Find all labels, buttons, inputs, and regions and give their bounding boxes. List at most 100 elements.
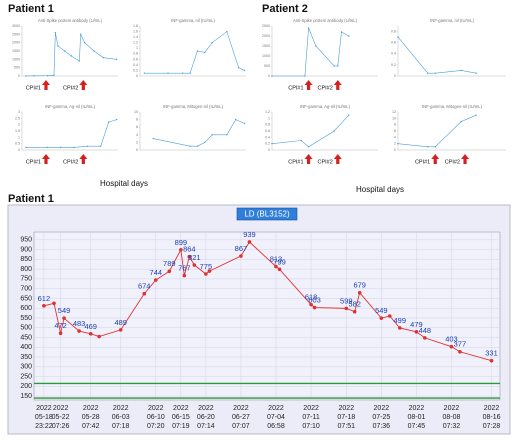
y-tick-label: 600 [20, 305, 32, 312]
data-point [86, 145, 89, 147]
y-tick-label: 0 [268, 74, 270, 78]
x-tick-label: 2022 07-18 07:51 [337, 405, 355, 430]
data-label: 679 [353, 281, 366, 290]
data-point [237, 66, 240, 69]
data-point [348, 114, 350, 116]
data-point [143, 72, 146, 74]
data-point [423, 336, 427, 340]
cpi-label: CPI#2 [445, 159, 460, 165]
data-line [397, 36, 477, 74]
data-line [153, 119, 245, 147]
data-label: 448 [419, 326, 432, 335]
data-point [152, 137, 154, 140]
data-point [211, 134, 213, 136]
y-tick-label: 0.8 [133, 52, 138, 56]
y-tick-label: 0.8 [265, 123, 270, 127]
y-tick-label: 0 [136, 148, 138, 152]
title-box [236, 207, 298, 221]
data-point [234, 118, 237, 121]
chart-title: LD (BL3152) [244, 210, 290, 219]
data-point [333, 130, 335, 132]
y-tick-label: 300 [20, 364, 32, 371]
y-tick-label: 2500 [12, 32, 20, 36]
data-point [277, 267, 282, 272]
x-tick-label: 2022 07-04 06:58 [267, 405, 285, 430]
chart-title: Anti-Spike protein antibody (U/mL) [38, 18, 103, 23]
data-point [449, 344, 454, 349]
y-tick-label: 350 [20, 354, 32, 361]
data-point [196, 145, 199, 147]
data-label: 483 [73, 319, 86, 328]
data-label: 864 [183, 245, 196, 254]
y-tick-label: 2 [136, 140, 138, 144]
data-point [179, 247, 183, 252]
cpi-arrow [431, 154, 440, 164]
data-label: 612 [38, 294, 51, 303]
data-point [62, 316, 66, 320]
y-tick-label: 1500 [12, 49, 20, 53]
data-label: 674 [138, 282, 151, 291]
y-tick-label: 1 [268, 116, 270, 120]
data-point [99, 145, 102, 147]
x-tick-label: 2022 06-27 07:07 [232, 405, 250, 430]
y-tick-label: 6 [394, 129, 396, 133]
y-tick-label: 3 [18, 110, 20, 114]
data-line [271, 114, 349, 148]
data-label: 331 [485, 349, 498, 358]
data-label: 469 [84, 322, 97, 331]
data-point [46, 74, 49, 77]
y-tick-label: 0.2 [133, 68, 138, 72]
data-point [204, 272, 208, 276]
data-point [340, 31, 343, 33]
data-label: 899 [175, 238, 188, 247]
y-tick-label: 0.2 [391, 63, 396, 67]
data-point [475, 72, 477, 74]
y-tick-label: 4 [394, 135, 396, 139]
data-line [272, 27, 349, 77]
data-point [97, 334, 101, 339]
panel-heading: Patient 1 [8, 3, 54, 15]
data-point [189, 72, 191, 74]
y-tick-label: 0 [18, 148, 20, 152]
cpi-arrow [304, 80, 313, 90]
data-line [397, 114, 477, 148]
y-tick-label: 200 [20, 383, 32, 390]
cpi-label: CPI#1 [26, 85, 41, 91]
data-point [333, 65, 335, 67]
data-point [204, 51, 206, 54]
y-tick-label: 1.4 [133, 35, 138, 39]
chart-title: INF-gamma, Mitogen-nil (IU/mL) [163, 104, 224, 109]
data-point [73, 146, 75, 149]
data-point [239, 254, 243, 258]
data-point [271, 75, 273, 77]
data-point [271, 142, 273, 145]
data-point [337, 65, 339, 67]
y-tick-label: 900 [20, 246, 32, 253]
panel-heading: Patient 1 [8, 193, 54, 205]
y-tick-label: 0 [18, 74, 20, 78]
chart-title: INF-gamma, Ag-nil (IU/mL) [45, 104, 96, 109]
y-tick-label: 1000 [12, 57, 20, 61]
x-tick-label: 2022 05-22 07:26 [52, 405, 70, 430]
data-point [226, 134, 228, 136]
y-tick-label: 0.2 [265, 142, 270, 146]
data-point [153, 278, 158, 282]
data-point [427, 72, 429, 74]
data-point [167, 269, 172, 274]
data-point [88, 331, 93, 336]
data-point [79, 33, 82, 36]
y-tick-label: 1.6 [133, 30, 138, 34]
chart-title: INF-gamma, nil (IU/mL) [430, 18, 474, 23]
chart-title: INF-gamma, nil (IU/mL) [171, 18, 215, 23]
data-label: 549 [375, 306, 388, 315]
data-label: 603 [308, 296, 321, 305]
data-point [181, 72, 184, 74]
data-label: 799 [273, 257, 286, 266]
data-point [344, 306, 349, 311]
data-label: 582 [348, 300, 361, 309]
data-label: 775 [200, 262, 213, 271]
data-label: 377 [454, 340, 467, 349]
y-tick-label: 0.6 [265, 129, 270, 133]
data-point [52, 301, 56, 306]
cpi-arrow [461, 154, 470, 164]
